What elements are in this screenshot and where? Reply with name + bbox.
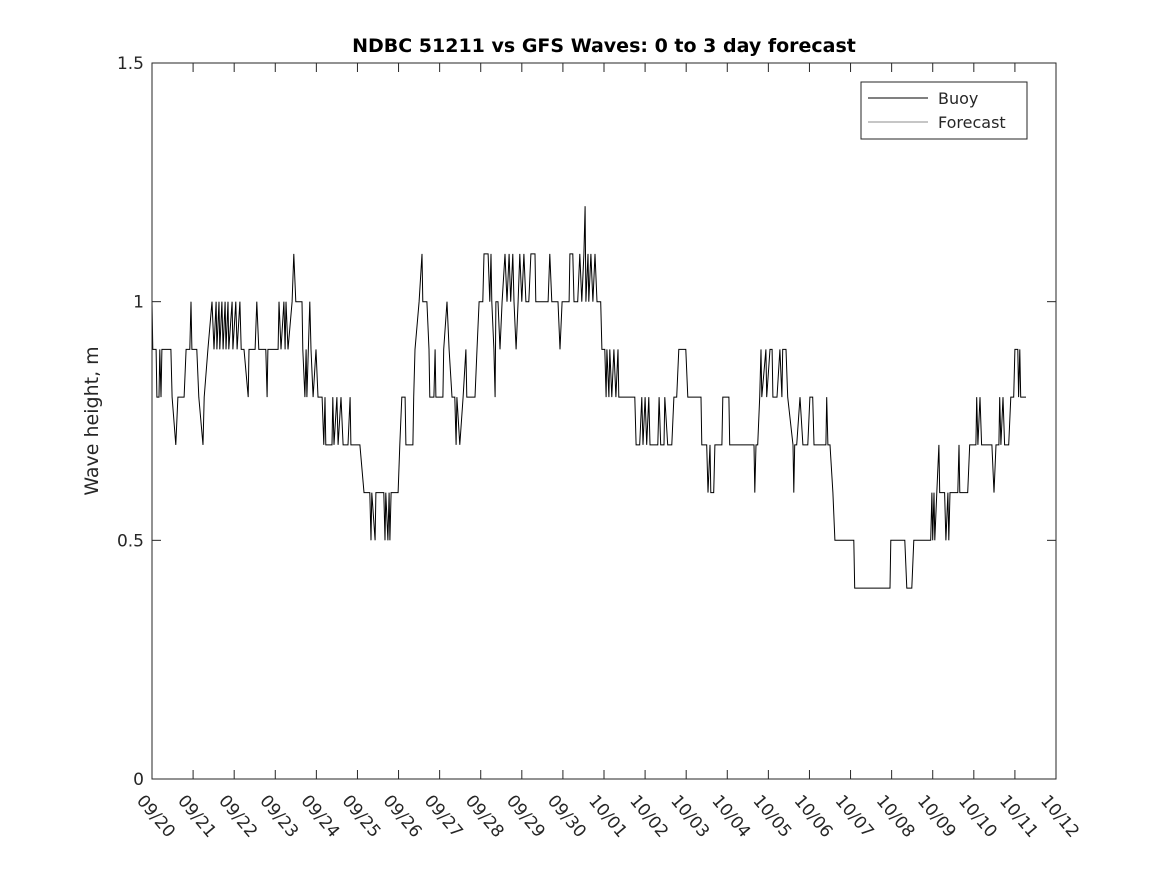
y-tick-label: 0.5	[117, 531, 144, 551]
y-tick-label: 1.5	[117, 54, 144, 74]
axes-box	[151, 62, 1057, 780]
y-tick-label: 0	[133, 770, 144, 790]
legend-label-buoy: Buoy	[938, 89, 978, 108]
legend: Buoy Forecast	[860, 81, 1028, 140]
series-line-buoy	[151, 206, 1026, 589]
chart-title: NDBC 51211 vs GFS Waves: 0 to 3 day fore…	[352, 35, 856, 57]
legend-label-forecast: Forecast	[938, 113, 1006, 132]
y-tick-label: 1	[133, 293, 144, 313]
y-axis-label: Wave height, m	[81, 346, 103, 495]
legend-box	[860, 81, 1028, 140]
